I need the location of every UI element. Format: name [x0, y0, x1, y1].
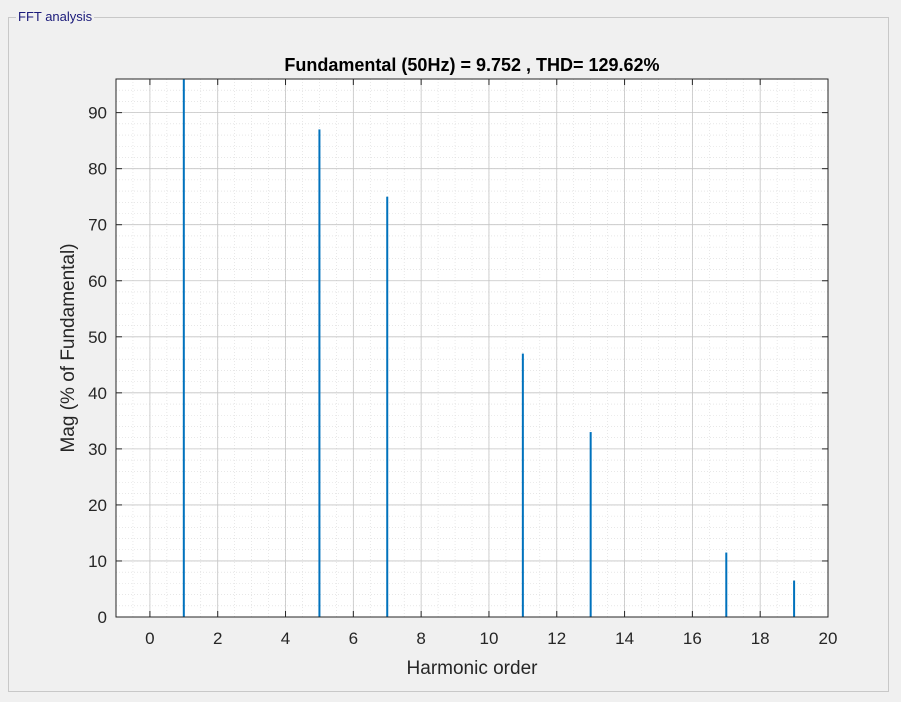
bar-h13 [589, 432, 592, 617]
y-tick-label: 90 [88, 104, 107, 123]
x-tick-label: 10 [479, 629, 498, 648]
harmonic-bars [182, 79, 796, 617]
y-axis-label: Mag (% of Fundamental) [58, 243, 79, 452]
plot-area [116, 79, 828, 617]
x-tick-label: 12 [547, 629, 566, 648]
panel-title: FFT analysis [16, 9, 95, 25]
y-tick-label: 20 [88, 496, 107, 515]
major-grid [116, 79, 829, 618]
bar-h1 [182, 79, 185, 617]
y-tick-label: 80 [88, 160, 107, 179]
x-tick-label: 16 [683, 629, 702, 648]
bar-h7 [386, 196, 389, 617]
y-tick-label: 50 [88, 328, 107, 347]
y-axis-ticks: 0 10 20 30 40 50 60 70 80 90 [88, 104, 828, 627]
x-tick-label: 6 [349, 629, 358, 648]
x-tick-label: 14 [615, 629, 634, 648]
bar-h5 [318, 129, 321, 617]
x-axis-ticks: 0 2 4 6 8 10 12 14 16 18 20 [145, 79, 837, 648]
fft-analysis-panel [8, 17, 889, 692]
y-tick-label: 10 [88, 552, 107, 571]
y-tick-label: 0 [98, 608, 107, 627]
x-tick-label: 8 [416, 629, 425, 648]
y-tick-label: 30 [88, 440, 107, 459]
bar-h19 [793, 580, 796, 617]
x-tick-label: 2 [213, 629, 222, 648]
axes-box [115, 78, 829, 618]
x-tick-label: 18 [751, 629, 770, 648]
chart-title: Fundamental (50Hz) = 9.752 , THD= 129.62… [284, 55, 659, 75]
x-axis-label: Harmonic order [407, 658, 539, 679]
y-tick-label: 40 [88, 384, 107, 403]
x-tick-label: 20 [819, 629, 838, 648]
y-tick-label: 60 [88, 272, 107, 291]
x-tick-label: 0 [145, 629, 154, 648]
y-tick-label: 70 [88, 216, 107, 235]
bar-h17 [725, 552, 728, 617]
x-tick-label: 4 [281, 629, 290, 648]
bar-h11 [521, 353, 524, 617]
